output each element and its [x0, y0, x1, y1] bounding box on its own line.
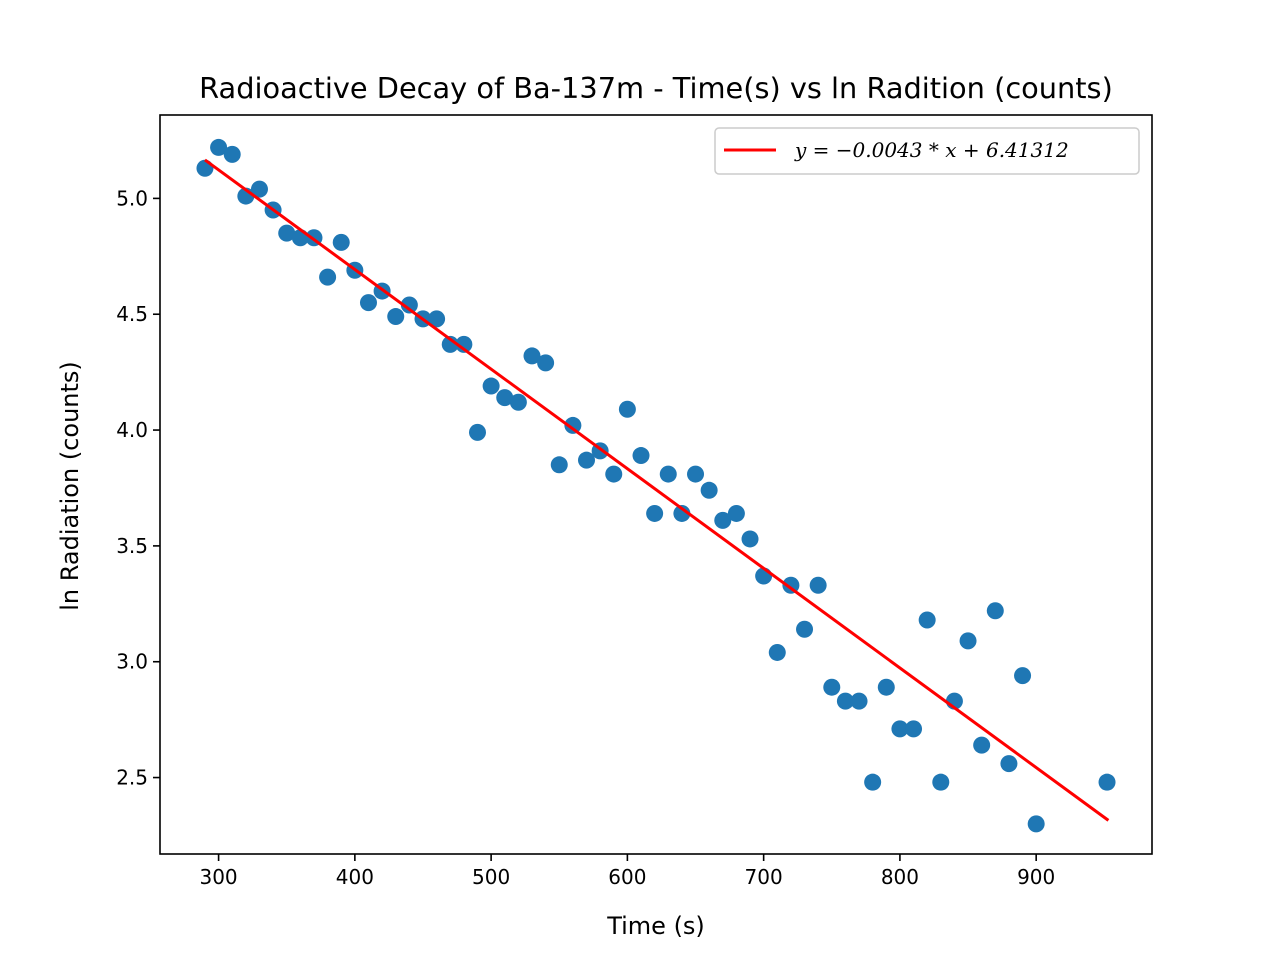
data-point [700, 481, 718, 499]
data-point [387, 308, 405, 326]
data-point [468, 423, 486, 441]
data-point [400, 296, 418, 314]
data-point [223, 145, 241, 163]
y-tick-label: 2.5 [116, 766, 148, 790]
data-point [986, 602, 1004, 620]
data-point [1098, 773, 1116, 791]
data-point [632, 447, 650, 465]
y-tick-label: 4.5 [116, 302, 148, 326]
data-point [509, 393, 527, 411]
x-tick-label: 300 [199, 865, 237, 889]
y-tick-label: 5.0 [116, 186, 148, 210]
y-tick-label: 3.5 [116, 534, 148, 558]
data-point [1014, 667, 1032, 685]
data-point [823, 678, 841, 696]
data-point [809, 576, 827, 594]
x-tick-label: 500 [472, 865, 510, 889]
x-tick-label: 400 [336, 865, 374, 889]
data-point [973, 736, 991, 754]
data-point [850, 692, 868, 710]
data-point [332, 233, 350, 251]
y-tick-label: 4.0 [116, 418, 148, 442]
data-point [918, 611, 936, 629]
data-point [537, 354, 555, 372]
data-point [796, 620, 814, 638]
data-point [428, 310, 446, 328]
x-tick-label: 600 [608, 865, 646, 889]
data-point [768, 643, 786, 661]
data-point [932, 773, 950, 791]
axes-frame [159, 114, 1153, 855]
data-point [482, 377, 500, 395]
data-point [618, 400, 636, 418]
x-tick-label: 700 [745, 865, 783, 889]
data-point [864, 773, 882, 791]
data-point [1000, 755, 1018, 773]
data-point [836, 692, 854, 710]
data-point [455, 335, 473, 353]
data-point [714, 511, 732, 529]
axes: 300 400 500 600 700 800 900 2.5 3.0 3.5 4.0 4.5 5.0 [116, 114, 1153, 889]
y-tick-label: 3.0 [116, 650, 148, 674]
data-point [646, 504, 664, 522]
data-point [741, 530, 759, 548]
x-tick-label: 900 [1017, 865, 1055, 889]
data-point [359, 294, 377, 312]
data-point [564, 416, 582, 434]
data-point [673, 504, 691, 522]
data-point [319, 268, 337, 286]
x-axis-label: Time (s) [606, 912, 705, 940]
legend: y = −0.0043 * x + 6.41312 [714, 127, 1140, 175]
data-point [905, 720, 923, 738]
data-point [891, 720, 909, 738]
data-point [1027, 815, 1045, 833]
data-point [210, 138, 228, 156]
data-point [496, 389, 514, 407]
data-point [727, 504, 745, 522]
plot-area [196, 138, 1116, 833]
data-point [659, 465, 677, 483]
data-point [605, 465, 623, 483]
data-point [877, 678, 895, 696]
data-point [687, 465, 705, 483]
data-point [278, 224, 296, 242]
data-point [441, 335, 459, 353]
data-point [578, 451, 596, 469]
data-point [523, 347, 541, 365]
data-point [959, 632, 977, 650]
legend-label-fit-line: y = −0.0043 * x + 6.41312 [794, 138, 1069, 162]
fit-line [204, 158, 1110, 822]
y-axis-label: ln Radiation (counts) [56, 361, 84, 611]
x-tick-label: 800 [881, 865, 919, 889]
chart-title: Radioactive Decay of Ba-137m - Time(s) v… [199, 71, 1113, 105]
data-point [250, 180, 268, 198]
data-point [196, 159, 214, 177]
legend-box [714, 127, 1140, 175]
data-point [550, 456, 568, 474]
